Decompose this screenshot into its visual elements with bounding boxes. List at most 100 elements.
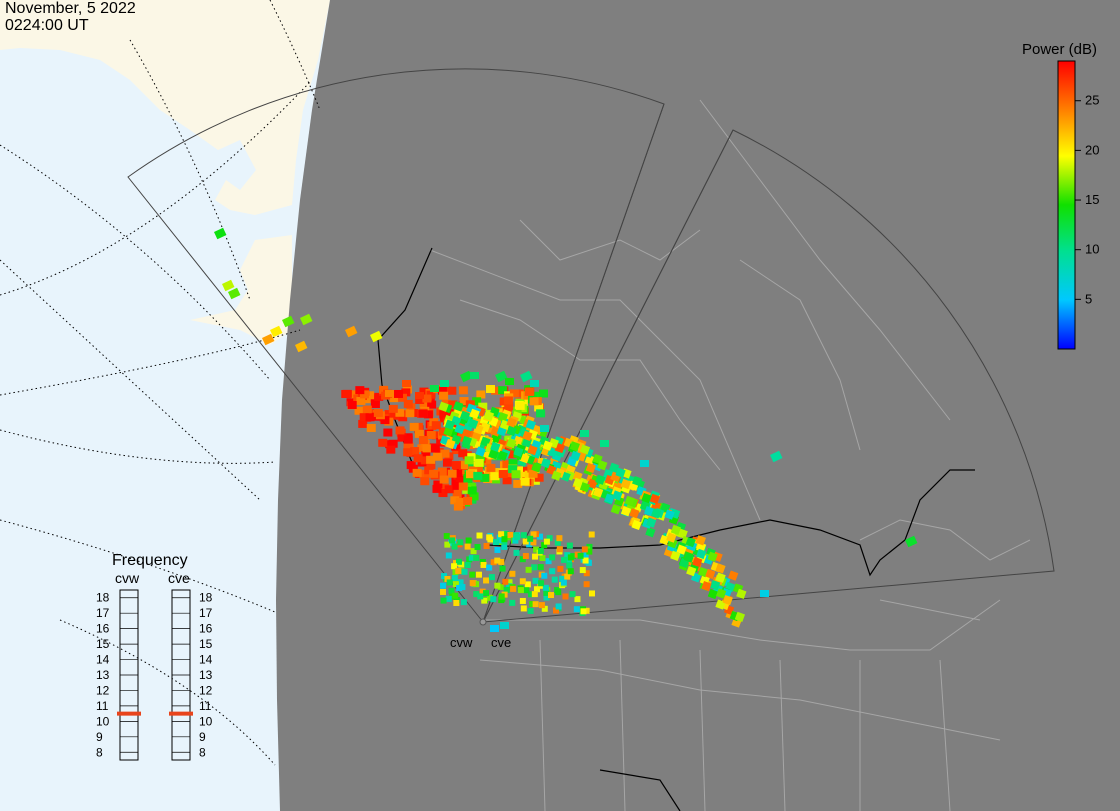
backscatter-cell — [494, 546, 501, 553]
backscatter-cell — [500, 622, 509, 629]
backscatter-cell — [475, 446, 486, 457]
backscatter-cell — [520, 605, 527, 612]
backscatter-cell — [397, 433, 407, 442]
backscatter-cell — [501, 536, 508, 543]
backscatter-cell — [503, 396, 513, 405]
backscatter-cell — [650, 508, 662, 519]
backscatter-cell — [632, 475, 643, 487]
backscatter-cell — [530, 539, 537, 546]
backscatter-cell — [504, 402, 514, 411]
backscatter-cell — [451, 575, 458, 582]
backscatter-cell — [445, 552, 452, 559]
backscatter-cell — [422, 394, 432, 403]
backscatter-cell — [564, 552, 571, 559]
backscatter-cell — [418, 409, 428, 418]
backscatter-cell — [528, 469, 538, 478]
backscatter-cell — [440, 588, 447, 595]
backscatter-cell — [531, 564, 538, 571]
backscatter-cell — [294, 340, 308, 353]
backscatter-cell — [659, 534, 670, 546]
backscatter-cell — [509, 389, 519, 398]
backscatter-cell — [481, 597, 488, 604]
backscatter-cell — [474, 458, 484, 467]
backscatter-cell — [479, 588, 486, 595]
backscatter-cell — [356, 396, 366, 405]
backscatter-cell — [473, 554, 480, 561]
backscatter-cell — [543, 594, 550, 601]
backscatter-cell — [670, 550, 681, 561]
date-label: November, 5 2022 — [5, 0, 136, 17]
backscatter-cell — [370, 330, 383, 343]
backscatter-cell — [423, 410, 433, 419]
backscatter-cell — [422, 444, 432, 453]
backscatter-cell — [444, 575, 451, 582]
backscatter-cell — [419, 400, 429, 409]
backscatter-cell — [490, 596, 497, 603]
backscatter-cell — [502, 531, 509, 538]
backscatter-cell — [583, 607, 590, 614]
backscatter-cell — [536, 533, 543, 540]
frequency-indicator-cve — [169, 711, 193, 716]
backscatter-cell — [541, 572, 548, 579]
backscatter-cell — [365, 413, 375, 422]
backscatter-cell — [403, 448, 413, 457]
backscatter-cell — [497, 450, 508, 461]
backscatter-cell — [468, 554, 475, 561]
backscatter-cell — [556, 546, 563, 553]
frequency-label-right: 13 — [199, 668, 213, 682]
backscatter-cell — [370, 400, 380, 409]
backscatter-cell — [527, 591, 534, 598]
backscatter-cell — [463, 496, 473, 505]
backscatter-cell — [490, 559, 497, 566]
backscatter-cell — [385, 440, 395, 449]
backscatter-cell — [451, 543, 458, 550]
backscatter-cell — [641, 493, 652, 504]
backscatter-cell — [403, 399, 413, 408]
backscatter-cell — [588, 531, 595, 538]
frequency-label-right: 15 — [199, 637, 213, 651]
frequency-label-right: 9 — [199, 730, 206, 744]
boundaries — [429, 99, 1031, 811]
backscatter-cell — [522, 553, 529, 560]
backscatter-cell — [543, 538, 550, 545]
backscatter-cell — [406, 461, 416, 470]
backscatter-cell — [421, 451, 431, 460]
backscatter-cell — [362, 405, 372, 414]
backscatter-cell — [281, 315, 295, 328]
backscatter-cell — [520, 370, 533, 383]
backscatter-cell — [541, 542, 548, 549]
backscatter-cell — [455, 567, 462, 574]
backscatter-cell — [533, 586, 540, 593]
frequency-label-right: 12 — [199, 683, 213, 697]
backscatter-cell — [426, 455, 436, 464]
backscatter-cell — [546, 535, 553, 542]
backscatter-cell — [494, 557, 501, 564]
backscatter-cell — [227, 287, 241, 300]
backscatter-cell — [486, 385, 496, 394]
backscatter-cell — [505, 378, 514, 385]
frequency-label-right: 18 — [199, 591, 213, 605]
backscatter-cell — [493, 539, 500, 546]
backscatter-cell — [420, 456, 430, 465]
backscatter-cell — [432, 484, 442, 493]
backscatter-cell — [531, 462, 542, 473]
backscatter-cell — [645, 527, 656, 538]
frequency-label-right: 17 — [199, 606, 213, 620]
backscatter-cell — [513, 479, 523, 488]
backscatter-cell — [715, 563, 726, 574]
frequency-label-left: 16 — [96, 622, 110, 636]
backscatter-cell — [502, 476, 512, 485]
backscatter-cell — [483, 590, 490, 597]
backscatter-cell — [413, 454, 423, 463]
backscatter-cell — [716, 588, 727, 599]
backscatter-cell — [536, 409, 546, 418]
backscatter-cell — [453, 502, 463, 511]
backscatter-cell — [507, 450, 517, 459]
backscatter-cell — [527, 444, 538, 456]
backscatter-cell — [510, 585, 517, 592]
colorbar-tick-label: 25 — [1085, 93, 1099, 108]
backscatter-cell — [554, 539, 561, 546]
backscatter-cell — [354, 406, 364, 415]
backscatter-cell — [595, 474, 606, 485]
backscatter-cell — [465, 470, 475, 479]
